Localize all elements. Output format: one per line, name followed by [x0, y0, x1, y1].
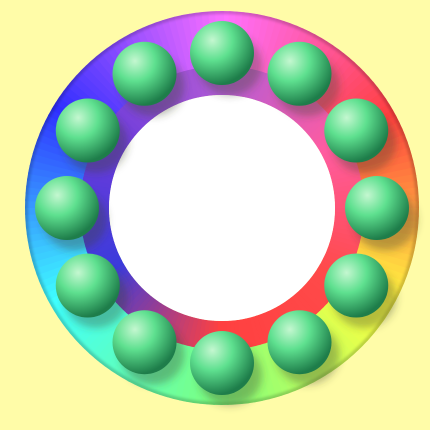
green-bead	[55, 253, 120, 318]
green-bead	[345, 176, 409, 240]
green-bead	[112, 310, 177, 375]
green-bead	[267, 310, 332, 375]
green-bead	[190, 331, 254, 395]
green-bead	[190, 21, 254, 85]
green-bead	[35, 176, 99, 240]
green-bead	[324, 98, 389, 163]
green-bead	[55, 98, 120, 163]
green-bead	[267, 41, 332, 106]
green-bead	[324, 253, 389, 318]
ring-center-hole	[109, 95, 335, 321]
bead-group	[35, 21, 409, 395]
green-bead	[112, 41, 177, 106]
